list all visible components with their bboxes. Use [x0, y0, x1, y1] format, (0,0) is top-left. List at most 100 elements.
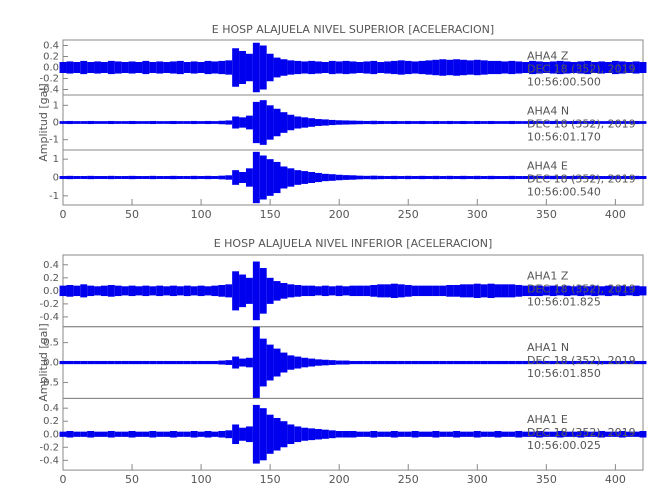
waveform-envelope — [301, 171, 309, 184]
waveform-envelope — [377, 431, 385, 437]
waveform-envelope — [107, 360, 115, 365]
waveform-envelope — [439, 59, 447, 76]
waveform-envelope — [142, 121, 150, 124]
waveform-envelope — [397, 60, 405, 75]
waveform-envelope — [404, 60, 412, 75]
waveform-envelope — [121, 62, 129, 73]
waveform-envelope — [501, 431, 509, 437]
waveform-envelope — [94, 176, 101, 179]
y-tick-label: -0.4 — [39, 455, 59, 466]
waveform-envelope — [556, 176, 564, 179]
time-label: 10:56:01.170 — [527, 131, 601, 144]
waveform-envelope — [259, 268, 267, 314]
waveform-envelope — [515, 430, 523, 438]
waveform-envelope — [245, 357, 253, 368]
waveform-envelope — [80, 121, 88, 124]
waveform-envelope — [639, 430, 647, 438]
waveform-envelope — [570, 120, 578, 125]
waveform-envelope — [418, 175, 426, 180]
time-label: 10:56:00.025 — [527, 439, 601, 452]
waveform-envelope — [515, 61, 523, 74]
waveform-envelope — [128, 360, 136, 365]
waveform-envelope — [197, 121, 205, 124]
waveform-envelope — [453, 284, 461, 297]
waveform-envelope — [556, 60, 564, 75]
waveform-envelope — [439, 121, 447, 124]
waveform-envelope — [487, 431, 495, 437]
waveform-envelope — [80, 360, 88, 365]
waveform-envelope — [411, 360, 419, 365]
waveform-envelope — [66, 175, 74, 180]
x-tick-label: 350 — [536, 473, 557, 486]
waveform-envelope — [425, 176, 433, 179]
waveform-envelope — [466, 360, 474, 365]
waveform-envelope — [218, 360, 226, 365]
waveform-envelope — [515, 284, 523, 297]
waveform-envelope — [301, 285, 309, 297]
date-label: DEC 18 (352), 2019 — [527, 63, 636, 76]
waveform-envelope — [163, 286, 171, 296]
waveform-envelope — [508, 360, 516, 365]
waveform-envelope — [404, 284, 412, 297]
waveform-envelope — [501, 284, 509, 298]
waveform-envelope — [542, 360, 550, 365]
waveform-envelope — [280, 352, 288, 373]
waveform-envelope — [183, 360, 191, 365]
waveform-envelope — [121, 360, 129, 365]
waveform-envelope — [73, 360, 81, 365]
waveform-envelope — [625, 121, 633, 124]
chart-title: E HOSP ALAJUELA NIVEL SUPERIOR [ACELERAC… — [212, 23, 494, 36]
waveform-envelope — [529, 431, 536, 437]
waveform-envelope — [87, 120, 95, 125]
waveform-envelope — [294, 60, 302, 75]
waveform-envelope — [218, 284, 226, 297]
waveform-envelope — [321, 62, 329, 73]
waveform-envelope — [308, 172, 316, 183]
waveform-envelope — [605, 121, 612, 124]
waveform-envelope — [473, 430, 481, 438]
waveform-envelope — [239, 427, 246, 441]
station-label: AHA1 N — [527, 341, 569, 354]
y-tick-label: 0.0 — [43, 286, 59, 297]
waveform-envelope — [522, 285, 530, 297]
x-tick-label: 300 — [467, 473, 488, 486]
waveform-envelope — [639, 176, 647, 179]
waveform-envelope — [308, 60, 316, 75]
waveform-envelope — [239, 117, 246, 128]
y-tick-label: 0 — [53, 173, 59, 184]
waveform-envelope — [460, 175, 467, 180]
waveform-envelope — [563, 176, 571, 179]
waveform-envelope — [197, 360, 205, 365]
waveform-envelope — [349, 430, 357, 438]
waveform-envelope — [432, 285, 440, 297]
waveform-envelope — [542, 62, 550, 73]
x-tick-label: 200 — [329, 473, 350, 486]
waveform-envelope — [446, 175, 454, 180]
waveform-envelope — [204, 175, 212, 180]
waveform-envelope — [218, 175, 226, 180]
waveform-envelope — [356, 431, 364, 437]
waveform-envelope — [563, 285, 571, 297]
waveform-envelope — [211, 176, 219, 179]
waveform-envelope — [190, 286, 198, 296]
waveform-envelope — [591, 360, 599, 365]
waveform-envelope — [584, 360, 592, 365]
waveform-envelope — [287, 60, 295, 75]
waveform-envelope — [135, 286, 143, 296]
waveform-envelope — [197, 285, 205, 297]
waveform-envelope — [107, 60, 115, 75]
y-tick-label: -1 — [49, 135, 59, 146]
waveform-envelope — [425, 360, 433, 365]
waveform-envelope — [446, 284, 454, 297]
waveform-envelope — [625, 286, 633, 296]
waveform-envelope — [625, 360, 633, 365]
waveform-envelope — [100, 121, 108, 124]
waveform-envelope — [535, 121, 543, 124]
waveform-envelope — [639, 62, 647, 73]
waveform-envelope — [156, 176, 164, 179]
waveform-envelope — [80, 431, 88, 437]
waveform-envelope — [259, 338, 267, 387]
waveform-envelope — [121, 176, 129, 179]
waveform-envelope — [356, 285, 364, 297]
waveform-envelope — [605, 360, 612, 365]
